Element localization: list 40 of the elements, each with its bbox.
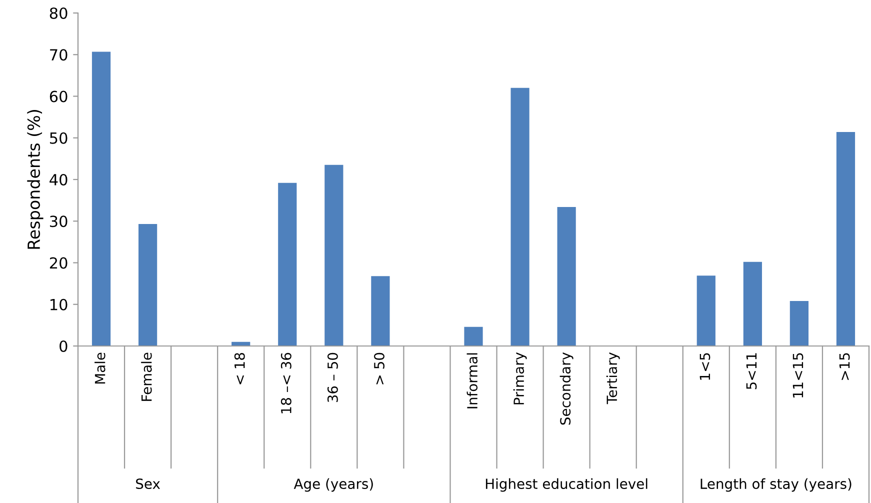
text: Age (years) <box>294 478 373 492</box>
bar <box>324 164 344 346</box>
text: Highest education level <box>486 478 648 492</box>
bar <box>464 326 483 346</box>
x-tick-label: 5<11 <box>746 353 757 390</box>
x-tick-label: Tertiary <box>606 352 620 404</box>
x-tick-label: Female <box>141 352 152 401</box>
bar <box>92 52 111 346</box>
y-tick-label: 60 <box>50 90 68 102</box>
text: Length of stay (years) <box>700 478 852 492</box>
text: Sex <box>136 478 160 490</box>
y-axis-title: Respondents (%) <box>27 110 44 249</box>
bar <box>278 182 297 346</box>
y-tick-label: 50 <box>50 132 68 144</box>
y-tick-label: 70 <box>50 49 68 61</box>
y-tick-label: 40 <box>50 174 68 186</box>
x-tick-label: 1<5 <box>700 353 710 380</box>
bar <box>510 88 530 346</box>
bar <box>743 262 762 346</box>
x-tick-label: Informal <box>466 353 478 408</box>
x-tick-label: Male <box>94 352 106 384</box>
x-tick-label: 36 – 50 <box>327 352 338 402</box>
x-tick-label: Primary <box>513 352 527 404</box>
bar <box>790 301 809 346</box>
bar <box>138 224 158 346</box>
bar <box>557 206 576 346</box>
y-tick-label: 0 <box>60 340 68 352</box>
x-tick-label: > 50 <box>374 352 384 384</box>
x-tick-label: 18 –< 36 <box>280 352 292 414</box>
x-tick-label: 11<15 <box>792 353 804 398</box>
bar <box>371 276 390 346</box>
y-tick-label: 20 <box>50 257 68 269</box>
y-tick-label: 10 <box>50 298 68 310</box>
x-tick-label: Secondary <box>560 352 574 425</box>
y-tick-label: 30 <box>50 216 68 228</box>
bar <box>836 132 856 346</box>
bar <box>696 276 716 346</box>
y-tick-label: 80 <box>50 7 68 20</box>
x-tick-label: < 18 <box>234 352 245 384</box>
x-tick-label: >15 <box>839 353 850 380</box>
